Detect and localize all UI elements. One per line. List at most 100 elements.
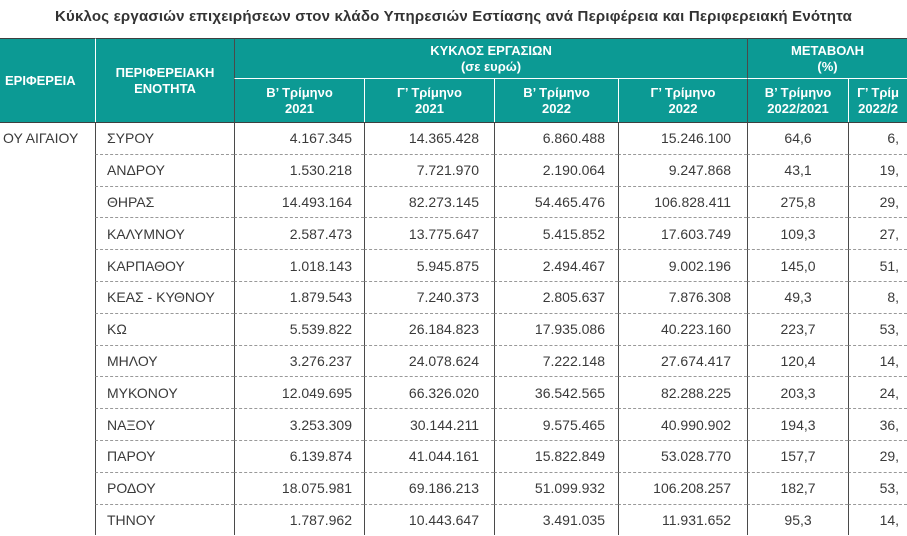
change-cell: 49,3 (747, 280, 849, 313)
value-cell: 14.493.164 (234, 185, 364, 218)
unit-cell: ΣΥΡΟΥ (95, 122, 234, 154)
change-cell-clipped: 27, (848, 217, 907, 250)
table-row: ΤΗΝΟΥ 1.787.962 10.443.647 3.491.035 11.… (0, 503, 907, 536)
table-row: ΚΑΛΥΜΝΟΥ 2.587.473 13.775.647 5.415.852 … (0, 217, 907, 250)
page-title: Κύκλος εργασιών επιχειρήσεων στον κλάδο … (55, 8, 852, 25)
change-group-header-line2: (%) (817, 58, 838, 74)
subheader-q2-2022: Β’ Τρίμηνο 2022 (494, 78, 618, 122)
region-column-header-label: ΕΡΙΦΕΡΕΙΑ (5, 72, 76, 88)
value-cell: 4.167.345 (234, 122, 364, 154)
unit-cell: ΤΗΝΟΥ (95, 503, 234, 536)
change-cell-clipped: 6, (848, 122, 907, 154)
change-cell: 95,3 (747, 503, 849, 536)
table-row: ΟΥ ΑΙΓΑΙΟΥ ΣΥΡΟΥ 4.167.345 14.365.428 6.… (0, 122, 907, 536)
subheader-q2-2022-line1: Β’ Τρίμηνο (523, 84, 590, 100)
change-cell-clipped: 8, (848, 280, 907, 313)
change-cell-clipped: 53, (848, 312, 907, 345)
value-cell: 9.002.196 (618, 249, 748, 281)
subheader-change-q2-line1: Β’ Τρίμηνο (764, 84, 832, 100)
unit-cell: ΚΑΡΠΑΘΟΥ (95, 249, 234, 281)
value-cell: 30.144.211 (364, 408, 494, 440)
subheader-q3-2021-line2: 2021 (415, 100, 444, 116)
value-cell: 9.247.868 (618, 153, 748, 186)
value-cell: 106.208.257 (618, 471, 748, 504)
table-row: ΚΩ 5.539.822 26.184.823 17.935.086 40.22… (0, 312, 907, 345)
subheader-q2-2021: Β’ Τρίμηνο 2021 (234, 78, 364, 122)
subheader-change-q3-line1: Γ’ Τρίμ (857, 84, 899, 100)
value-cell: 69.186.213 (364, 471, 494, 504)
unit-cell: ΚΑΛΥΜΝΟΥ (95, 217, 234, 250)
value-cell: 40.223.160 (618, 312, 748, 345)
value-cell: 9.575.465 (494, 408, 618, 440)
subheader-q2-2021-line2: 2021 (285, 100, 314, 116)
value-cell: 7.876.308 (618, 280, 748, 313)
table-row: ΜΥΚΟΝΟΥ 12.049.695 66.326.020 36.542.565… (0, 376, 907, 409)
unit-cell: ΜΥΚΟΝΟΥ (95, 376, 234, 409)
unit-cell: ΚΩ (95, 312, 234, 345)
subheader-change-q3: Γ’ Τρίμ 2022/2 (848, 78, 907, 122)
value-cell: 1.879.543 (234, 280, 364, 313)
regional-unit-column-header: ΠΕΡΙΦΕΡΕΙΑΚΗ ΕΝΟΤΗΤΑ (95, 38, 234, 122)
change-cell: 157,7 (747, 439, 849, 472)
change-cell: 109,3 (747, 217, 849, 250)
table-row: ΡΟΔΟΥ 18.075.981 69.186.213 51.099.932 1… (0, 471, 907, 504)
value-cell: 24.078.624 (364, 344, 494, 377)
value-cell: 6.139.874 (234, 439, 364, 472)
change-cell-clipped: 36, (848, 408, 907, 440)
value-cell: 3.253.309 (234, 408, 364, 440)
table-row: ΚΕΑΣ - ΚΥΘΝΟΥ 1.879.543 7.240.373 2.805.… (0, 280, 907, 313)
value-cell: 3.276.237 (234, 344, 364, 377)
value-cell: 5.539.822 (234, 312, 364, 345)
value-cell: 51.099.932 (494, 471, 618, 504)
change-cell: 182,7 (747, 471, 849, 504)
value-cell: 41.044.161 (364, 439, 494, 472)
value-cell: 7.721.970 (364, 153, 494, 186)
subheader-change-q3-line2: 2022/2 (858, 100, 898, 116)
change-group-header-line1: ΜΕΤΑΒΟΛΗ (791, 42, 865, 58)
change-cell: 194,3 (747, 408, 849, 440)
value-cell: 2.587.473 (234, 217, 364, 250)
value-cell: 12.049.695 (234, 376, 364, 409)
table-row: ΘΗΡΑΣ 14.493.164 82.273.145 54.465.476 1… (0, 185, 907, 218)
subheader-q2-2021-line1: Β’ Τρίμηνο (266, 84, 333, 100)
unit-cell: ΝΑΞΟΥ (95, 408, 234, 440)
sub-header-row: Β’ Τρίμηνο 2021 Γ’ Τρίμηνο 2021 Β’ Τρίμη… (0, 78, 907, 122)
value-cell: 15.246.100 (618, 122, 748, 154)
value-cell: 27.674.417 (618, 344, 748, 377)
table-row: ΚΑΡΠΑΘΟΥ 1.018.143 5.945.875 2.494.467 9… (0, 249, 907, 281)
turnover-group-header-line1: ΚΥΚΛΟΣ ΕΡΓΑΣΙΩΝ (430, 42, 552, 58)
value-cell: 11.931.652 (618, 503, 748, 536)
subheader-q3-2022: Γ’ Τρίμηνο 2022 (618, 78, 748, 122)
change-cell: 275,8 (747, 185, 849, 218)
value-cell: 15.822.849 (494, 439, 618, 472)
value-cell: 3.491.035 (494, 503, 618, 536)
change-cell: 120,4 (747, 344, 849, 377)
subheader-change-q2: Β’ Τρίμηνο 2022/2021 (747, 78, 849, 122)
value-cell: 66.326.020 (364, 376, 494, 409)
change-cell: 145,0 (747, 249, 849, 281)
subheader-change-q2-line2: 2022/2021 (767, 100, 829, 116)
change-cell: 223,7 (747, 312, 849, 345)
value-cell: 13.775.647 (364, 217, 494, 250)
value-cell: 5.945.875 (364, 249, 494, 281)
unit-cell: ΑΝΔΡΟΥ (95, 153, 234, 186)
value-cell: 5.415.852 (494, 217, 618, 250)
subheader-q3-2021: Γ’ Τρίμηνο 2021 (364, 78, 494, 122)
value-cell: 2.805.637 (494, 280, 618, 313)
change-cell-clipped: 14, (848, 344, 907, 377)
subheader-q3-2021-line1: Γ’ Τρίμηνο (397, 84, 462, 100)
group-header-row: ΕΡΙΦΕΡΕΙΑ ΠΕΡΙΦΕΡΕΙΑΚΗ ΕΝΟΤΗΤΑ ΚΥΚΛΟΣ ΕΡ… (0, 38, 907, 122)
turnover-group-header-line2: (σε ευρώ) (460, 58, 522, 74)
unit-cell: ΜΗΛΟΥ (95, 344, 234, 377)
value-cell: 1.018.143 (234, 249, 364, 281)
change-cell: 43,1 (747, 153, 849, 186)
value-cell: 53.028.770 (618, 439, 748, 472)
value-cell: 1.530.218 (234, 153, 364, 186)
value-cell: 2.494.467 (494, 249, 618, 281)
value-cell: 1.787.962 (234, 503, 364, 536)
value-cell: 17.935.086 (494, 312, 618, 345)
change-cell: 203,3 (747, 376, 849, 409)
region-column-header: ΕΡΙΦΕΡΕΙΑ (0, 38, 95, 122)
value-cell: 2.190.064 (494, 153, 618, 186)
unit-cell: ΘΗΡΑΣ (95, 185, 234, 218)
